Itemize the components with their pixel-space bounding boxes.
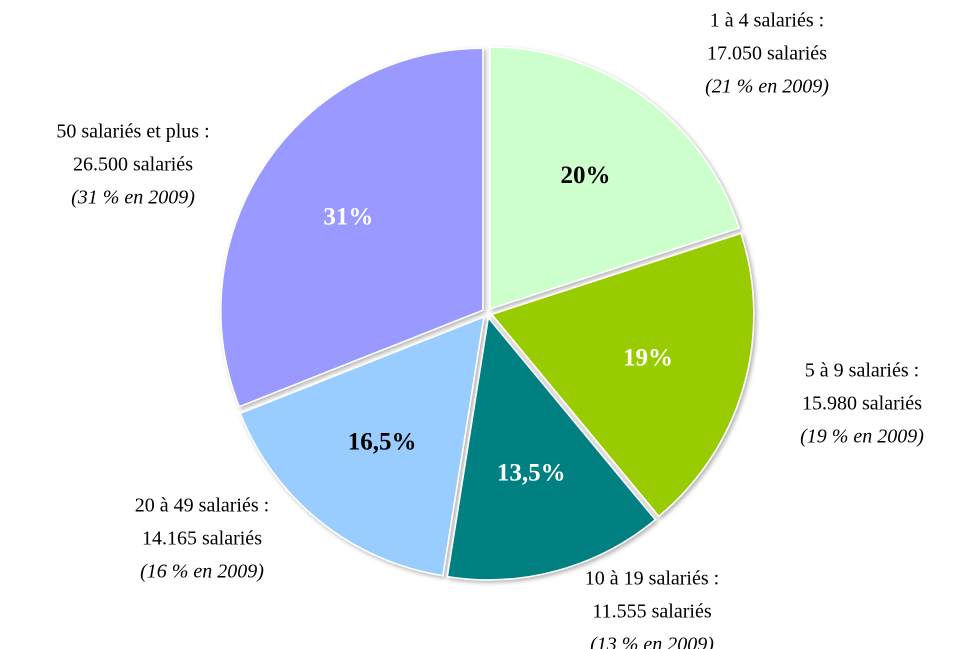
category-label: 10 à 19 salariés :	[585, 568, 719, 590]
pie-slice	[489, 46, 741, 310]
slice-value-label: 20%	[561, 162, 611, 189]
pie-slice	[490, 232, 755, 518]
category-label: 50 salariés et plus :	[56, 121, 209, 143]
category-detail: 26.500 salariés	[73, 154, 193, 176]
pie-slice	[220, 47, 484, 408]
slice-value-label: 31%	[323, 203, 373, 230]
category-detail: 15.980 salariés	[802, 393, 922, 415]
category-detail: 11.555 salariés	[592, 601, 711, 623]
pie	[220, 46, 755, 581]
category-note: (13 % en 2009)	[590, 634, 714, 649]
category-note: (16 % en 2009)	[140, 561, 264, 583]
slice-value-label: 16,5%	[348, 429, 417, 456]
pie-slice	[446, 316, 657, 581]
category-note: (31 % en 2009)	[71, 187, 195, 209]
category-detail: 14.165 salariés	[142, 528, 262, 550]
category-label: 5 à 9 salariés :	[805, 360, 919, 382]
category-note: (19 % en 2009)	[800, 426, 924, 448]
category-label: 20 à 49 salariés :	[135, 495, 269, 517]
category-label: 1 à 4 salariés :	[710, 10, 824, 32]
category-note: (21 % en 2009)	[705, 76, 829, 98]
slice-value-label: 13,5%	[497, 459, 566, 486]
pie-slice	[239, 315, 485, 577]
slice-value-label: 19%	[623, 345, 673, 372]
category-detail: 17.050 salariés	[707, 43, 827, 65]
